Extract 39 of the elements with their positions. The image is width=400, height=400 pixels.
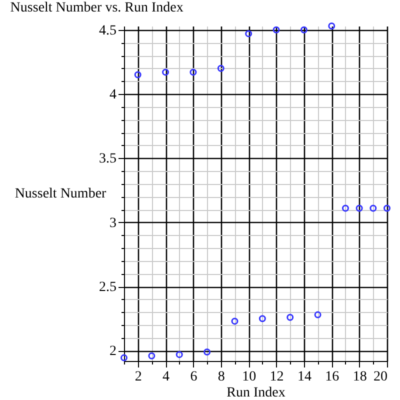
point bbox=[356, 204, 363, 212]
x-tick-label: 2 bbox=[134, 370, 142, 384]
x-tick-label: 6 bbox=[190, 370, 198, 384]
point bbox=[120, 354, 128, 362]
y-axis-title: Nusselt Number bbox=[14, 186, 107, 202]
x-tick-label: 4 bbox=[162, 370, 170, 384]
x-tick-label: 10 bbox=[242, 370, 256, 384]
point bbox=[272, 26, 280, 34]
x-tick-label: 18 bbox=[352, 370, 367, 384]
point bbox=[190, 68, 197, 76]
x-tick-label: 20 bbox=[374, 370, 388, 384]
x-tick-label: 8 bbox=[218, 370, 225, 384]
x-tick-label: 12 bbox=[270, 370, 284, 384]
point bbox=[134, 71, 142, 78]
point bbox=[286, 314, 294, 321]
x-tick-label: 14 bbox=[297, 370, 312, 384]
point bbox=[231, 318, 238, 325]
point bbox=[245, 30, 252, 38]
y-tick-label: 4 bbox=[110, 88, 116, 103]
point bbox=[204, 348, 211, 356]
y-tick-label: 3 bbox=[110, 216, 116, 231]
point bbox=[384, 204, 390, 212]
y-tick-label: 2.5 bbox=[99, 280, 116, 296]
chart-title: Nusselt Number vs. Run Index bbox=[10, 0, 184, 16]
x-axis-title: Run Index bbox=[226, 386, 286, 400]
point bbox=[342, 204, 349, 212]
point bbox=[370, 204, 377, 212]
point bbox=[328, 22, 336, 30]
point bbox=[148, 352, 156, 360]
y-tick-label: 4.5 bbox=[99, 23, 116, 38]
point bbox=[258, 315, 266, 322]
y-tick-label: 3.5 bbox=[99, 152, 116, 167]
y-tick-label: 2 bbox=[110, 344, 116, 360]
point bbox=[314, 311, 322, 318]
point bbox=[176, 351, 183, 358]
point bbox=[162, 68, 170, 76]
point bbox=[300, 26, 308, 34]
x-tick-label: 16 bbox=[325, 370, 340, 384]
point bbox=[217, 64, 224, 72]
